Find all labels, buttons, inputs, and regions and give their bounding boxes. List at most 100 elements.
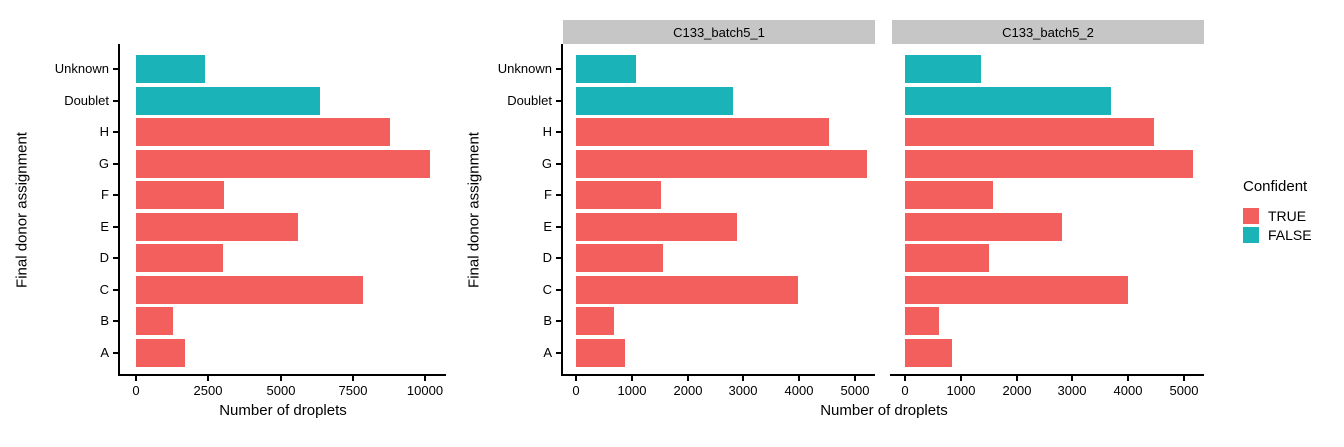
y-tick: [113, 320, 118, 322]
y-tick-label: Doublet: [507, 93, 552, 108]
x-tick-label: 3000: [728, 383, 758, 398]
x-axis-line: [561, 374, 875, 376]
y-tick: [113, 194, 118, 196]
x-tick-label: 3000: [1057, 383, 1087, 398]
y-tick-label: E: [543, 219, 552, 234]
y-tick: [113, 68, 118, 70]
x-tick-label: 5000: [266, 383, 296, 398]
x-tick: [1071, 376, 1073, 381]
bar: [136, 307, 173, 335]
y-tick: [113, 163, 118, 165]
x-tick: [135, 376, 137, 381]
bar: [576, 276, 798, 304]
legend-label-true: TRUE: [1268, 207, 1307, 224]
bar: [136, 150, 430, 178]
x-tick-label: 4000: [1113, 383, 1143, 398]
y-tick-label: C: [99, 282, 109, 297]
y-tick: [113, 257, 118, 259]
x-tick: [424, 376, 426, 381]
y-axis-line: [561, 44, 563, 376]
x-tick: [207, 376, 209, 381]
y-tick-label: G: [98, 156, 109, 171]
y-axis-line: [118, 44, 120, 376]
bar: [905, 118, 1154, 146]
bar: [136, 276, 363, 304]
x-tick: [687, 376, 689, 381]
x-tick: [575, 376, 577, 381]
bar: [905, 213, 1062, 241]
x-axis-line: [118, 374, 446, 376]
y-tick: [556, 320, 561, 322]
y-tick: [556, 131, 561, 133]
x-tick-label: 7500: [338, 383, 368, 398]
facet-strip: C133_batch5_2: [892, 20, 1204, 44]
y-tick-label: Unknown: [54, 61, 109, 76]
y-tick-label: B: [100, 313, 109, 328]
y-tick: [113, 289, 118, 291]
bar: [136, 213, 298, 241]
bar: [136, 181, 224, 209]
legend-item-true: TRUE: [1243, 206, 1312, 225]
y-tick-label: D: [99, 250, 109, 265]
x-tick: [854, 376, 856, 381]
legend: Confident TRUE FALSE: [1243, 178, 1312, 244]
x-axis-title-facets: Number of droplets: [820, 402, 948, 419]
bar: [905, 181, 993, 209]
x-tick: [904, 376, 906, 381]
x-tick: [798, 376, 800, 381]
bar: [136, 87, 320, 115]
bar: [576, 339, 625, 367]
x-tick-label: 5000: [1169, 383, 1199, 398]
bar: [136, 55, 205, 83]
x-tick-label: 0: [901, 383, 909, 398]
bar: [576, 181, 661, 209]
y-tick-label: G: [541, 156, 552, 171]
bar: [576, 87, 733, 115]
y-tick-label: D: [542, 250, 552, 265]
x-tick-label: 2500: [193, 383, 223, 398]
x-tick-label: 10000: [406, 383, 444, 398]
y-tick: [113, 100, 118, 102]
y-tick-label: Doublet: [64, 93, 109, 108]
bar: [576, 55, 636, 83]
x-tick-label: 0: [132, 383, 140, 398]
bar: [576, 244, 663, 272]
bar: [576, 307, 614, 335]
x-tick-label: 1000: [617, 383, 647, 398]
y-tick-label: F: [544, 187, 552, 202]
y-tick: [113, 131, 118, 133]
legend-title: Confident: [1243, 178, 1308, 195]
y-tick: [556, 194, 561, 196]
facet-strip: C133_batch5_1: [563, 20, 875, 44]
y-tick: [556, 352, 561, 354]
x-tick-label: 0: [572, 383, 580, 398]
y-tick: [556, 257, 561, 259]
bar: [136, 118, 390, 146]
x-axis-line: [890, 374, 1204, 376]
y-tick-label: A: [543, 345, 552, 360]
y-tick-label: Unknown: [497, 61, 552, 76]
y-axis-title-facets: Final donor assignment: [465, 132, 483, 288]
bar: [905, 244, 989, 272]
bar: [576, 118, 829, 146]
x-tick: [960, 376, 962, 381]
x-tick-label: 1000: [946, 383, 976, 398]
bar: [136, 244, 223, 272]
bar: [136, 339, 185, 367]
y-tick: [556, 289, 561, 291]
y-tick-label: F: [101, 187, 109, 202]
x-tick-label: 4000: [784, 383, 814, 398]
x-tick: [1016, 376, 1018, 381]
y-tick-label: C: [542, 282, 552, 297]
y-tick-label: H: [99, 124, 109, 139]
legend-item-false: FALSE: [1243, 225, 1312, 244]
y-axis-title-left: Final donor assignment: [13, 132, 31, 288]
legend-label-false: FALSE: [1268, 226, 1312, 243]
x-tick: [742, 376, 744, 381]
y-tick-label: H: [542, 124, 552, 139]
y-tick: [113, 352, 118, 354]
bar: [905, 339, 952, 367]
bar: [905, 276, 1128, 304]
x-tick-label: 5000: [840, 383, 870, 398]
